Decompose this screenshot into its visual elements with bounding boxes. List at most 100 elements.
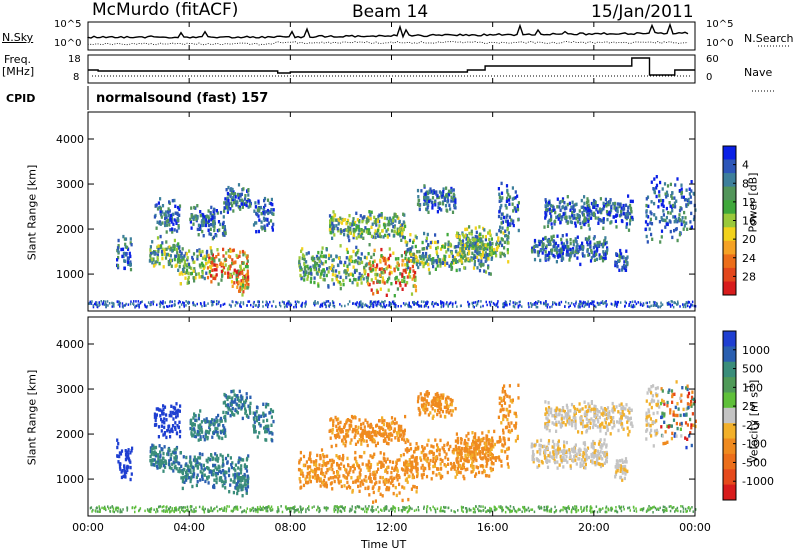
data-cell [232, 261, 235, 265]
data-cell [398, 458, 401, 462]
data-cell [544, 211, 547, 215]
ground-cell [100, 300, 102, 303]
data-cell [239, 282, 242, 286]
data-cell [533, 257, 537, 262]
data-cell [395, 421, 398, 425]
ground-cell [672, 305, 675, 309]
data-cell [333, 434, 337, 438]
data-cell [475, 472, 478, 476]
data-cell [165, 240, 168, 244]
data-cell [243, 476, 246, 480]
data-cell [390, 470, 393, 475]
data-cell [614, 207, 617, 211]
data-cell [226, 210, 229, 214]
ground-cell [304, 302, 306, 305]
data-cell [235, 402, 238, 406]
data-cell [182, 475, 185, 480]
data-cell [474, 474, 477, 478]
data-cell [407, 272, 411, 276]
data-cell [230, 280, 234, 284]
data-cell [157, 435, 160, 439]
data-cell [423, 446, 426, 450]
data-cell [171, 249, 174, 253]
data-cell [369, 269, 372, 273]
data-cell [578, 217, 581, 222]
data-cell [173, 456, 176, 460]
data-cell [593, 258, 596, 262]
data-cell [393, 421, 396, 426]
data-cell [615, 261, 618, 266]
data-cell [172, 243, 175, 248]
data-cell [126, 464, 129, 469]
data-cell [453, 467, 456, 471]
data-cell [175, 402, 178, 406]
ground-cell [258, 300, 260, 303]
data-cell [224, 197, 227, 201]
data-cell [380, 465, 383, 469]
data-cell [201, 212, 204, 217]
data-cell [499, 240, 502, 245]
data-cell [586, 249, 589, 253]
data-cell [225, 411, 228, 415]
data-cell [157, 244, 160, 248]
data-cell [404, 414, 407, 419]
ground-cell [98, 301, 100, 304]
ground-cell [258, 304, 260, 308]
data-cell [186, 464, 189, 468]
data-cell [427, 267, 431, 272]
data-cell [604, 236, 607, 240]
ground-cell [164, 301, 166, 304]
data-cell [390, 229, 394, 233]
data-cell [155, 423, 158, 427]
data-cell [204, 419, 207, 423]
data-cell [559, 221, 562, 225]
data-cell [206, 435, 209, 440]
data-cell [126, 245, 129, 250]
data-cell [164, 216, 167, 221]
data-cell [592, 213, 595, 217]
data-cell [457, 470, 460, 474]
data-cell [211, 268, 214, 272]
data-cell [247, 415, 250, 419]
freq-label-line2: [MHz] [2, 65, 35, 78]
data-cell [123, 467, 126, 471]
data-cell [245, 465, 248, 469]
data-cell [464, 234, 467, 238]
data-cell [378, 486, 381, 490]
data-cell [213, 485, 216, 490]
data-cell [561, 245, 564, 249]
data-cell [233, 480, 236, 484]
data-cell [664, 225, 667, 229]
data-cell [386, 227, 390, 232]
data-cell [351, 273, 355, 277]
data-cell [665, 206, 668, 211]
data-cell [428, 271, 431, 275]
data-cell [396, 215, 399, 219]
data-cell [230, 410, 234, 415]
data-cell [332, 459, 335, 464]
data-cell [501, 238, 504, 242]
data-cell [213, 215, 216, 220]
data-cell [330, 417, 333, 421]
data-cell [397, 257, 400, 261]
data-cell [345, 270, 348, 275]
data-cell [414, 278, 417, 282]
nave-tick-high: 60 [706, 54, 719, 65]
data-cell [595, 252, 598, 257]
data-cell [205, 417, 208, 421]
data-cell [435, 260, 438, 265]
ground-cell [116, 300, 118, 303]
data-cell [118, 462, 121, 466]
data-cell [338, 474, 341, 478]
data-cell [658, 220, 661, 224]
data-cell [151, 240, 154, 244]
data-cell [440, 191, 443, 195]
data-cell [406, 480, 409, 484]
data-cell [547, 220, 550, 224]
data-cell [154, 454, 157, 458]
data-cell [338, 219, 341, 224]
data-cell [467, 257, 470, 261]
data-cell [625, 225, 628, 229]
data-cell [645, 203, 648, 208]
data-cell [218, 469, 221, 474]
